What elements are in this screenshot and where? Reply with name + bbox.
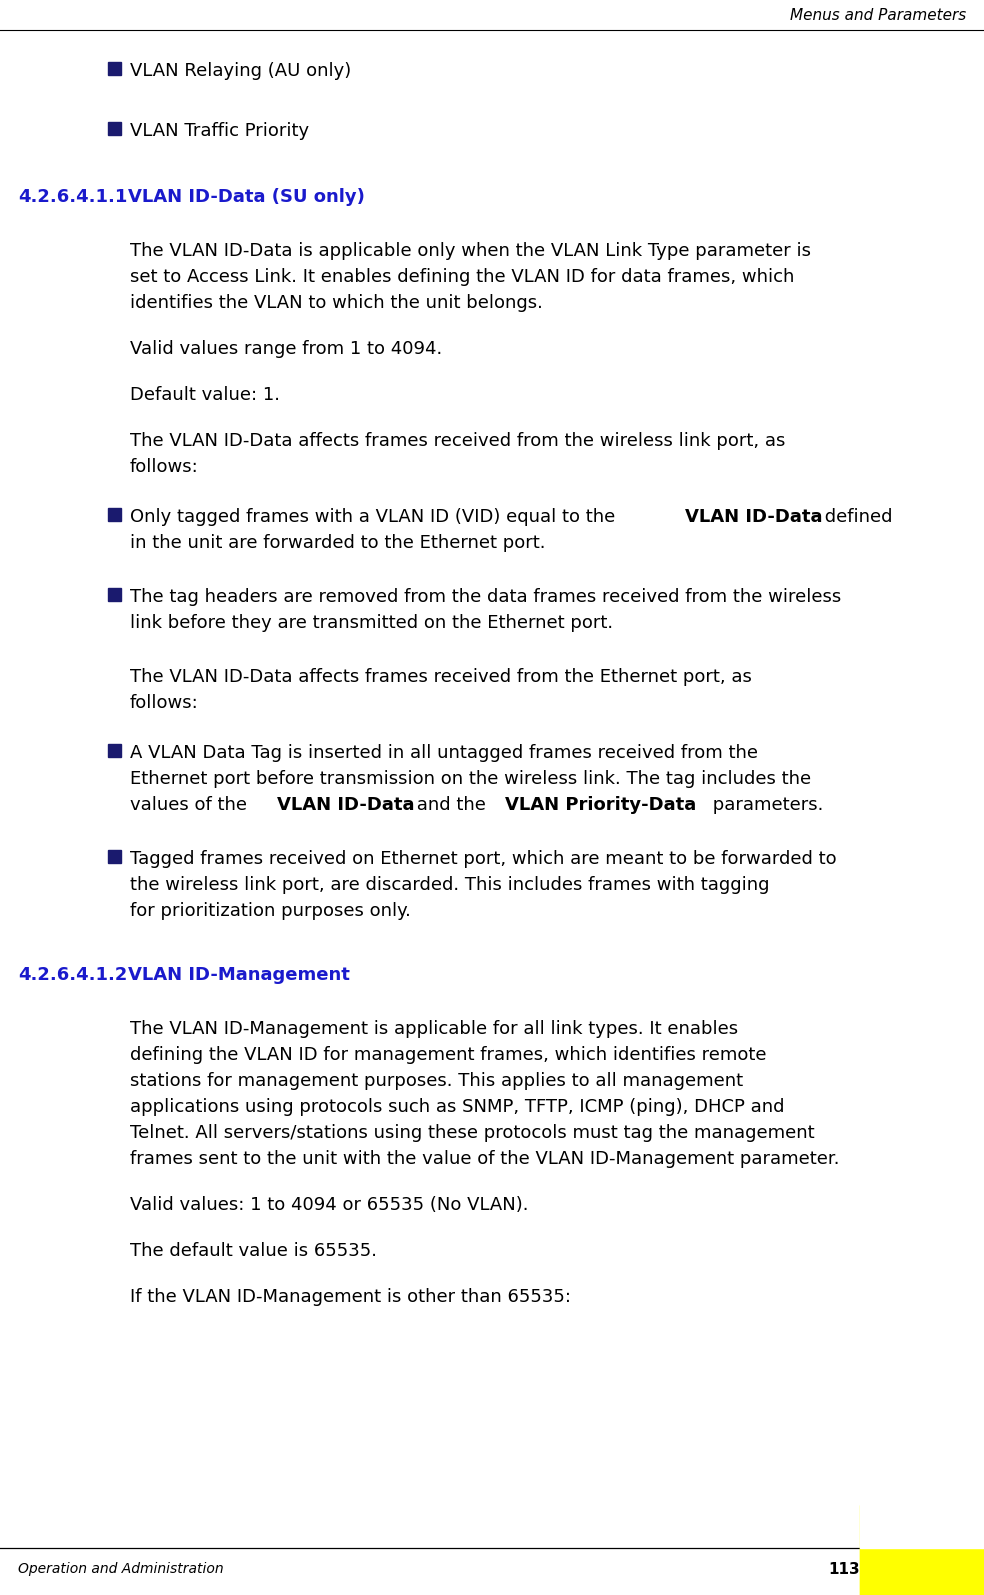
Text: VLAN Relaying (AU only): VLAN Relaying (AU only) — [130, 62, 351, 80]
Text: The tag headers are removed from the data frames received from the wireless: The tag headers are removed from the dat… — [130, 589, 841, 606]
Text: VLAN ID-Data: VLAN ID-Data — [277, 796, 414, 813]
Text: frames sent to the unit with the value of the VLAN ID-Management parameter.: frames sent to the unit with the value o… — [130, 1150, 839, 1168]
Text: VLAN Priority-Data: VLAN Priority-Data — [505, 796, 697, 813]
Text: VLAN Traffic Priority: VLAN Traffic Priority — [130, 121, 309, 140]
Text: for prioritization purposes only.: for prioritization purposes only. — [130, 903, 411, 920]
Text: VLAN ID-Data: VLAN ID-Data — [685, 507, 823, 526]
Text: Default value: 1.: Default value: 1. — [130, 386, 280, 404]
Text: Tagged frames received on Ethernet port, which are meant to be forwarded to: Tagged frames received on Ethernet port,… — [130, 850, 836, 868]
Text: the wireless link port, are discarded. This includes frames with tagging: the wireless link port, are discarded. T… — [130, 876, 769, 895]
Text: and the: and the — [411, 796, 492, 813]
Text: Valid values: 1 to 4094 or 65535 (No VLAN).: Valid values: 1 to 4094 or 65535 (No VLA… — [130, 1196, 528, 1214]
Text: identifies the VLAN to which the unit belongs.: identifies the VLAN to which the unit be… — [130, 293, 543, 313]
Text: Ethernet port before transmission on the wireless link. The tag includes the: Ethernet port before transmission on the… — [130, 770, 811, 788]
Bar — [860, 1549, 984, 1595]
Text: link before they are transmitted on the Ethernet port.: link before they are transmitted on the … — [130, 614, 613, 632]
Text: applications using protocols such as SNMP, TFTP, ICMP (ping), DHCP and: applications using protocols such as SNM… — [130, 1097, 784, 1116]
Text: The VLAN ID-Data affects frames received from the wireless link port, as: The VLAN ID-Data affects frames received… — [130, 432, 785, 450]
Text: 113: 113 — [829, 1562, 860, 1577]
Text: 4.2.6.4.1.2: 4.2.6.4.1.2 — [18, 967, 127, 984]
Bar — [108, 589, 121, 601]
Text: 4.2.6.4.1.1: 4.2.6.4.1.1 — [18, 188, 127, 206]
Text: Valid values range from 1 to 4094.: Valid values range from 1 to 4094. — [130, 340, 442, 357]
Text: The VLAN ID-Data affects frames received from the Ethernet port, as: The VLAN ID-Data affects frames received… — [130, 668, 752, 686]
Bar — [860, 1506, 984, 1595]
Text: Telnet. All servers/stations using these protocols must tag the management: Telnet. All servers/stations using these… — [130, 1124, 815, 1142]
Text: Operation and Administration: Operation and Administration — [18, 1562, 223, 1576]
Text: parameters.: parameters. — [707, 796, 823, 813]
Text: The VLAN ID-Data is applicable only when the VLAN Link Type parameter is: The VLAN ID-Data is applicable only when… — [130, 242, 811, 260]
Text: Menus and Parameters: Menus and Parameters — [790, 8, 966, 22]
Text: VLAN ID-Data (SU only): VLAN ID-Data (SU only) — [128, 188, 365, 206]
Text: Only tagged frames with a VLAN ID (VID) equal to the: Only tagged frames with a VLAN ID (VID) … — [130, 507, 621, 526]
Text: defining the VLAN ID for management frames, which identifies remote: defining the VLAN ID for management fram… — [130, 1046, 767, 1064]
Text: A VLAN Data Tag is inserted in all untagged frames received from the: A VLAN Data Tag is inserted in all untag… — [130, 743, 758, 762]
Text: If the VLAN ID-Management is other than 65535:: If the VLAN ID-Management is other than … — [130, 1289, 571, 1306]
Bar — [108, 121, 121, 136]
Text: values of the: values of the — [130, 796, 253, 813]
Text: The default value is 65535.: The default value is 65535. — [130, 1243, 377, 1260]
Text: VLAN ID-Management: VLAN ID-Management — [128, 967, 350, 984]
Text: follows:: follows: — [130, 694, 199, 711]
Bar — [108, 62, 121, 75]
Text: defined: defined — [820, 507, 892, 526]
Text: The VLAN ID-Management is applicable for all link types. It enables: The VLAN ID-Management is applicable for… — [130, 1019, 738, 1038]
Bar — [108, 743, 121, 758]
Text: set to Access Link. It enables defining the VLAN ID for data frames, which: set to Access Link. It enables defining … — [130, 268, 794, 286]
Text: stations for management purposes. This applies to all management: stations for management purposes. This a… — [130, 1072, 743, 1089]
Bar — [108, 507, 121, 522]
Text: follows:: follows: — [130, 458, 199, 475]
Bar — [108, 850, 121, 863]
Bar — [860, 1501, 984, 1549]
Text: in the unit are forwarded to the Ethernet port.: in the unit are forwarded to the Etherne… — [130, 534, 545, 552]
